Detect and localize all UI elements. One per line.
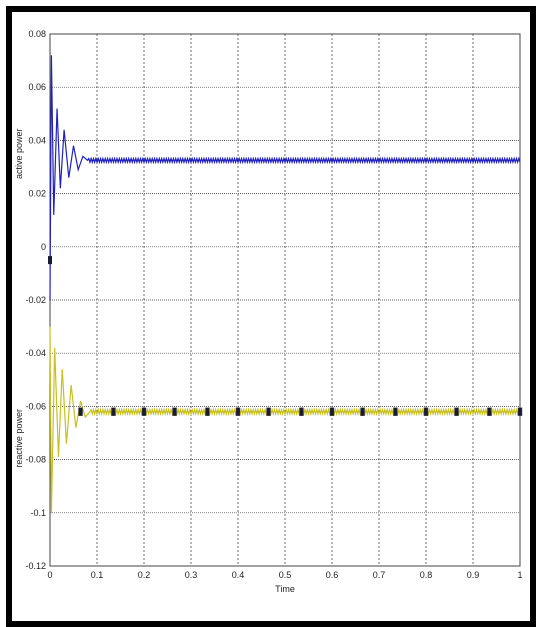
reactive-power-marker — [299, 407, 304, 416]
y-axis-label-active: active power — [14, 128, 24, 179]
reactive-power-marker — [517, 407, 523, 416]
active-power-line — [49, 55, 521, 301]
origin-marker — [48, 256, 52, 265]
x-tick-label: 0.8 — [420, 570, 433, 580]
reactive-power-marker — [205, 407, 210, 416]
y-tick-label: -0.1 — [30, 508, 46, 518]
reactive-power-marker — [454, 407, 459, 416]
y-tick-label: 0 — [41, 242, 46, 252]
reactive-power-marker — [78, 407, 83, 416]
reactive-power-marker — [141, 407, 147, 416]
x-tick-label: 0.5 — [279, 570, 292, 580]
y-tick-label: -0.02 — [25, 295, 46, 305]
x-tick-label: 0.7 — [373, 570, 386, 580]
y-tick-label: -0.12 — [25, 561, 46, 571]
y-axis-label-reactive: reactive power — [14, 409, 24, 468]
reactive-power-marker — [487, 407, 492, 416]
reactive-power-marker — [393, 407, 398, 416]
x-tick-label: 0.4 — [232, 570, 245, 580]
reactive-power-marker — [111, 407, 116, 416]
reactive-power-marker — [266, 407, 271, 416]
chart-frame: 0 0.1 0.2 0.3 0.4 0.5 0.6 0.7 0.8 0.9 1 -0.12 -0.1 -0… — [6, 6, 536, 627]
reactive-power-marker — [172, 407, 177, 416]
y-tick-label: 0.02 — [28, 189, 46, 199]
x-tick-label: 0.6 — [326, 570, 339, 580]
x-tick-label: 0.3 — [185, 570, 198, 580]
y-tick-label: 0.04 — [28, 135, 46, 145]
y-tick-label: -0.04 — [25, 348, 46, 358]
reactive-power-marker — [360, 407, 365, 416]
x-tick-label: 0 — [47, 570, 52, 580]
reactive-power-marker — [423, 407, 429, 416]
y-tick-label: -0.08 — [25, 455, 46, 465]
line-chart: 0 0.1 0.2 0.3 0.4 0.5 0.6 0.7 0.8 0.9 1 -0.12 -0.1 -0… — [14, 29, 523, 594]
reactive-power-marker — [329, 407, 335, 416]
x-tick-label: 1 — [517, 570, 522, 580]
y-tick-label: 0.08 — [28, 29, 46, 39]
reactive-power-marker — [235, 407, 241, 416]
y-tick-label: 0.06 — [28, 82, 46, 92]
x-tick-label: 0.2 — [138, 570, 151, 580]
x-tick-label: 0.1 — [91, 570, 104, 580]
reactive-power-line — [49, 326, 521, 513]
y-tick-label: -0.06 — [25, 401, 46, 411]
x-axis-label: Time — [275, 584, 295, 594]
x-tick-label: 0.9 — [467, 570, 480, 580]
